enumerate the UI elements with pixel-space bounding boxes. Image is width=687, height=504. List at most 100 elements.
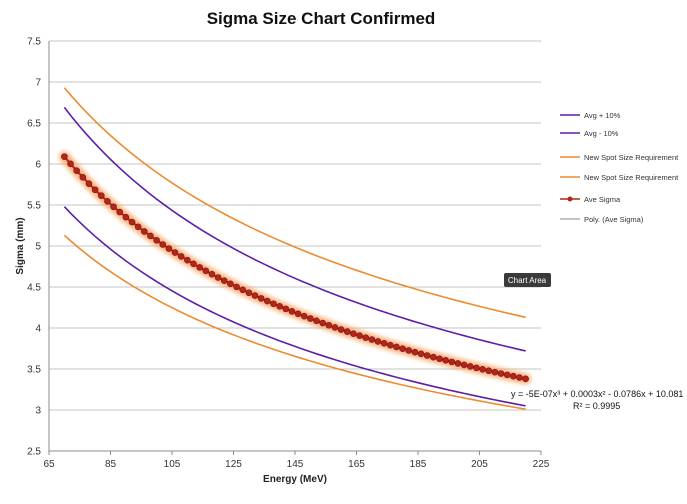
y-tick-label: 6 (35, 160, 41, 171)
x-tick-label: 125 (225, 459, 242, 470)
legend: Avg + 10% Avg - 10% New Spot Size Requirem… (560, 111, 679, 224)
ave-sigma-point (251, 292, 259, 299)
ave-sigma-point (362, 334, 370, 341)
legend-label: Avg - 10% (584, 129, 619, 138)
ave-sigma-point (331, 324, 339, 331)
ave-sigma-point (134, 223, 142, 231)
ave-sigma-point (202, 267, 210, 275)
ave-sigma-point (257, 295, 265, 302)
legend-marker (567, 196, 573, 202)
y-tick-label: 4 (35, 324, 41, 335)
y-tick-label: 3 (35, 406, 41, 417)
ave-sigma-point (61, 153, 68, 160)
axes: 2.5 3 3.5 4 4.5 5 5.5 6 6.5 7 7.5 65 85 105 125 145 165 1… (27, 37, 550, 471)
series-line (63, 87, 526, 319)
ave-sigma-point (196, 264, 203, 271)
ave-sigma-point (67, 160, 74, 168)
ave-sigma-point (165, 245, 173, 252)
y-tick-label: 3.5 (27, 365, 41, 376)
ave-sigma-point (343, 328, 351, 335)
ave-sigma-point (122, 213, 130, 221)
ave-sigma-point (319, 319, 326, 327)
y-axis-title: Sigma (mm) (15, 217, 26, 274)
ave-sigma-point (510, 372, 517, 380)
ave-sigma-point (411, 348, 419, 356)
x-axis-title: Energy (MeV) (263, 474, 327, 485)
ave-sigma-point (454, 360, 462, 367)
trendline-r-squared: R² = 0.9995 (573, 401, 620, 411)
ave-sigma-point (171, 249, 179, 256)
ave-sigma-point (491, 368, 499, 376)
chart-title: Sigma Size Chart Confirmed (207, 9, 436, 28)
ave-sigma-point (497, 370, 505, 377)
tooltip-box (504, 273, 551, 287)
y-tick-label: 7.5 (27, 37, 41, 48)
x-tick-label: 225 (533, 459, 550, 470)
ave-sigma-point (190, 260, 197, 268)
legend-label: New Spot Size Requirement (584, 173, 679, 182)
ave-sigma-point (233, 283, 240, 291)
ave-sigma-point (97, 192, 105, 199)
gridlines (49, 40, 541, 452)
series-avg-10-1 (63, 206, 526, 407)
ave-sigma-point (300, 312, 308, 320)
legend-label: Avg + 10% (584, 111, 621, 120)
y-tick-label: 2.5 (27, 447, 41, 458)
ave-sigma-point (405, 347, 413, 354)
ave-sigma-point (479, 366, 486, 373)
legend-item: Ave Sigma (560, 195, 621, 204)
ave-sigma-point (159, 241, 167, 248)
ave-sigma-point (417, 350, 425, 358)
trendline-equation: y = -5E-07x³ + 0.0003x² - 0.0786x + 10.0… (511, 389, 683, 399)
x-tick-label: 85 (105, 459, 117, 470)
legend-label: Ave Sigma (584, 195, 621, 204)
ave-sigma-point (436, 355, 443, 363)
ave-sigma-point (91, 186, 99, 194)
y-tick-label: 5.5 (27, 201, 41, 212)
ave-sigma-point (337, 326, 345, 333)
ave-sigma-point (85, 180, 93, 187)
ave-sigma-point (153, 236, 160, 244)
x-tick-label: 145 (287, 459, 304, 470)
ave-sigma-point (110, 203, 117, 211)
ave-sigma-point (503, 371, 511, 379)
ave-sigma-point (270, 300, 277, 308)
ave-sigma-point (460, 361, 468, 369)
ave-sigma-point (442, 357, 449, 364)
ave-sigma-point (325, 321, 333, 329)
ave-sigma-point (399, 345, 406, 353)
legend-label: New Spot Size Requirement (584, 153, 679, 162)
legend-item: Avg + 10% (560, 111, 621, 120)
series-ave-sigma-4 (58, 151, 532, 385)
ave-sigma-point (516, 374, 523, 381)
series-avg-10-0 (63, 106, 526, 352)
ave-sigma-point (294, 310, 302, 318)
ave-sigma-point (448, 358, 456, 366)
ave-sigma-point (350, 330, 357, 337)
legend-item: New Spot Size Requirement (560, 173, 679, 182)
ave-sigma-point (104, 198, 111, 205)
tooltip-text: Chart Area (508, 276, 547, 285)
x-tick-label: 105 (164, 459, 181, 470)
y-tick-label: 5 (35, 242, 41, 253)
ave-sigma-point (522, 375, 529, 383)
ave-sigma-point (245, 289, 253, 297)
ave-sigma-point (485, 367, 493, 375)
ave-sigma-point (276, 303, 283, 310)
ave-sigma-point (214, 274, 222, 281)
series-line (63, 206, 526, 407)
ave-sigma-point (227, 280, 234, 288)
ave-sigma-point (177, 253, 185, 260)
x-tick-label: 185 (410, 459, 427, 470)
x-tick-label: 65 (43, 459, 55, 470)
y-tick-label: 6.5 (27, 119, 41, 130)
tooltip: Chart Area (504, 273, 551, 287)
ave-sigma-point (393, 343, 400, 351)
ave-sigma-point (128, 218, 136, 226)
ave-sigma-point (380, 340, 388, 347)
series-line (63, 234, 526, 410)
ave-sigma-point (73, 167, 80, 174)
legend-item: Poly. (Ave Sigma) (560, 215, 644, 224)
